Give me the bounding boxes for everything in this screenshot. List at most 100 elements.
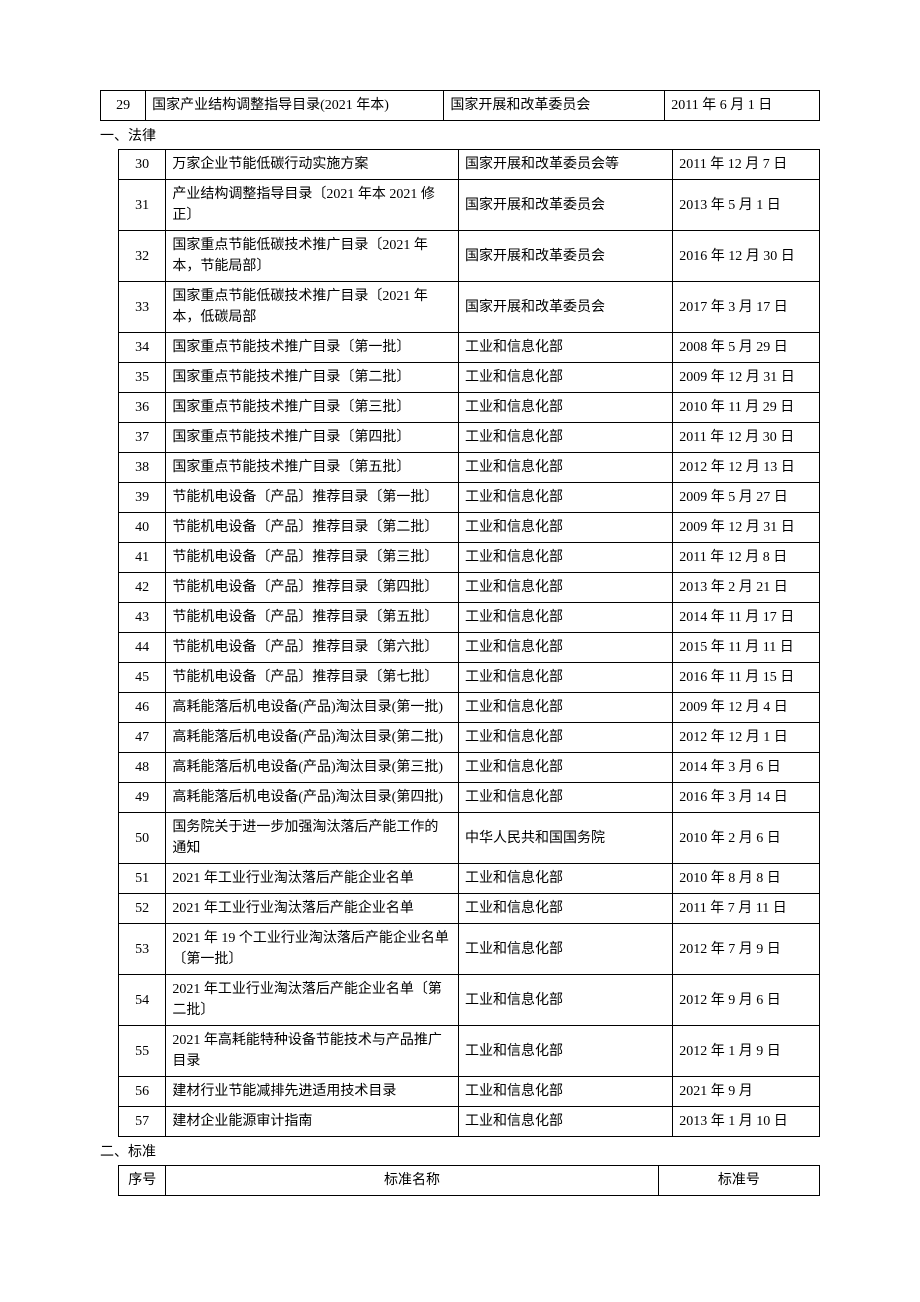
cell-date: 2012 年 9 月 6 日 bbox=[673, 975, 820, 1026]
cell-date: 2012 年 7 月 9 日 bbox=[673, 924, 820, 975]
cell-idx: 30 bbox=[119, 150, 166, 180]
cell-issuer: 工业和信息化部 bbox=[459, 975, 673, 1026]
table-row: 40节能机电设备〔产品〕推荐目录〔第二批〕工业和信息化部2009 年 12 月 … bbox=[119, 513, 820, 543]
cell-idx: 43 bbox=[119, 603, 166, 633]
table-row: 542021 年工业行业淘汰落后产能企业名单〔第二批〕工业和信息化部2012 年… bbox=[119, 975, 820, 1026]
cell-title: 建材行业节能减排先进适用技术目录 bbox=[166, 1077, 459, 1107]
cell-idx: 54 bbox=[119, 975, 166, 1026]
cell-title: 国家重点节能低碳技术推广目录〔2021 年本，节能局部〕 bbox=[166, 231, 459, 282]
table-row: 56建材行业节能减排先进适用技术目录工业和信息化部2021 年 9 月 bbox=[119, 1077, 820, 1107]
table-row: 32国家重点节能低碳技术推广目录〔2021 年本，节能局部〕国家开展和改革委员会… bbox=[119, 231, 820, 282]
cell-idx: 39 bbox=[119, 483, 166, 513]
section-a-title: 一、法律 bbox=[100, 121, 820, 149]
cell-date: 2016 年 3 月 14 日 bbox=[673, 783, 820, 813]
cell-idx: 47 bbox=[119, 723, 166, 753]
cell-idx: 50 bbox=[119, 813, 166, 864]
cell-issuer: 国家开展和改革委员会 bbox=[459, 282, 673, 333]
table-row: 50国务院关于进一步加强淘汰落后产能工作的通知中华人民共和国国务院2010 年 … bbox=[119, 813, 820, 864]
cell-date: 2009 年 12 月 31 日 bbox=[673, 513, 820, 543]
cell-issuer: 国家开展和改革委员会 bbox=[459, 231, 673, 282]
cell-date: 2016 年 11 月 15 日 bbox=[673, 663, 820, 693]
table-row: 57建材企业能源审计指南工业和信息化部2013 年 1 月 10 日 bbox=[119, 1107, 820, 1137]
cell-issuer: 工业和信息化部 bbox=[459, 864, 673, 894]
cell-title: 节能机电设备〔产品〕推荐目录〔第五批〕 bbox=[166, 603, 459, 633]
table-row: 48高耗能落后机电设备(产品)淘汰目录(第三批)工业和信息化部2014 年 3 … bbox=[119, 753, 820, 783]
cell-idx: 48 bbox=[119, 753, 166, 783]
cell-issuer: 中华人民共和国国务院 bbox=[459, 813, 673, 864]
cell-title: 国家重点节能技术推广目录〔第二批〕 bbox=[166, 363, 459, 393]
cell-issuer: 工业和信息化部 bbox=[459, 753, 673, 783]
table-row: 39节能机电设备〔产品〕推荐目录〔第一批〕工业和信息化部2009 年 5 月 2… bbox=[119, 483, 820, 513]
table-b-col-name: 标准名称 bbox=[166, 1166, 658, 1196]
cell-title: 高耗能落后机电设备(产品)淘汰目录(第一批) bbox=[166, 693, 459, 723]
cell-date: 2012 年 12 月 1 日 bbox=[673, 723, 820, 753]
cell-idx: 46 bbox=[119, 693, 166, 723]
cell-issuer: 工业和信息化部 bbox=[459, 363, 673, 393]
cell-idx: 52 bbox=[119, 894, 166, 924]
cell-idx: 44 bbox=[119, 633, 166, 663]
cell-date: 2010 年 2 月 6 日 bbox=[673, 813, 820, 864]
table-row: 42节能机电设备〔产品〕推荐目录〔第四批〕工业和信息化部2013 年 2 月 2… bbox=[119, 573, 820, 603]
cell-issuer: 工业和信息化部 bbox=[459, 723, 673, 753]
cell-title: 建材企业能源审计指南 bbox=[166, 1107, 459, 1137]
cell-date: 2013 年 1 月 10 日 bbox=[673, 1107, 820, 1137]
cell-date: 2009 年 12 月 4 日 bbox=[673, 693, 820, 723]
cell-issuer: 工业和信息化部 bbox=[459, 783, 673, 813]
cell-date: 2011 年 12 月 7 日 bbox=[673, 150, 820, 180]
cell-idx: 51 bbox=[119, 864, 166, 894]
cell-title: 国家重点节能技术推广目录〔第一批〕 bbox=[166, 333, 459, 363]
cell-title: 高耗能落后机电设备(产品)淘汰目录(第三批) bbox=[166, 753, 459, 783]
cell-date: 2016 年 12 月 30 日 bbox=[673, 231, 820, 282]
cell-issuer: 工业和信息化部 bbox=[459, 1107, 673, 1137]
cell-title: 国务院关于进一步加强淘汰落后产能工作的通知 bbox=[166, 813, 459, 864]
table-row: 29国家产业结构调整指导目录(2021 年本)国家开展和改革委员会2011 年 … bbox=[101, 91, 820, 121]
cell-title: 2021 年 19 个工业行业淘汰落后产能企业名单〔第一批〕 bbox=[166, 924, 459, 975]
cell-idx: 33 bbox=[119, 282, 166, 333]
cell-date: 2008 年 5 月 29 日 bbox=[673, 333, 820, 363]
cell-idx: 40 bbox=[119, 513, 166, 543]
cell-date: 2011 年 6 月 1 日 bbox=[665, 91, 820, 121]
cell-date: 2011 年 12 月 8 日 bbox=[673, 543, 820, 573]
cell-idx: 29 bbox=[101, 91, 146, 121]
table-row: 33国家重点节能低碳技术推广目录〔2021 年本，低碳局部国家开展和改革委员会2… bbox=[119, 282, 820, 333]
cell-date: 2010 年 11 月 29 日 bbox=[673, 393, 820, 423]
cell-issuer: 工业和信息化部 bbox=[459, 543, 673, 573]
cell-issuer: 工业和信息化部 bbox=[459, 603, 673, 633]
table-row: 44节能机电设备〔产品〕推荐目录〔第六批〕工业和信息化部2015 年 11 月 … bbox=[119, 633, 820, 663]
cell-title: 2021 年工业行业淘汰落后产能企业名单 bbox=[166, 864, 459, 894]
cell-title: 节能机电设备〔产品〕推荐目录〔第七批〕 bbox=[166, 663, 459, 693]
cell-title: 节能机电设备〔产品〕推荐目录〔第二批〕 bbox=[166, 513, 459, 543]
cell-idx: 57 bbox=[119, 1107, 166, 1137]
cell-idx: 37 bbox=[119, 423, 166, 453]
cell-issuer: 工业和信息化部 bbox=[459, 663, 673, 693]
cell-issuer: 国家开展和改革委员会等 bbox=[459, 150, 673, 180]
table-row: 522021 年工业行业淘汰落后产能企业名单工业和信息化部2011 年 7 月 … bbox=[119, 894, 820, 924]
cell-date: 2013 年 2 月 21 日 bbox=[673, 573, 820, 603]
cell-title: 节能机电设备〔产品〕推荐目录〔第三批〕 bbox=[166, 543, 459, 573]
cell-issuer: 工业和信息化部 bbox=[459, 453, 673, 483]
cell-idx: 55 bbox=[119, 1026, 166, 1077]
cell-date: 2017 年 3 月 17 日 bbox=[673, 282, 820, 333]
cell-date: 2012 年 1 月 9 日 bbox=[673, 1026, 820, 1077]
table-row: 512021 年工业行业淘汰落后产能企业名单工业和信息化部2010 年 8 月 … bbox=[119, 864, 820, 894]
cell-issuer: 工业和信息化部 bbox=[459, 894, 673, 924]
table-row: 43节能机电设备〔产品〕推荐目录〔第五批〕工业和信息化部2014 年 11 月 … bbox=[119, 603, 820, 633]
cell-idx: 42 bbox=[119, 573, 166, 603]
cell-idx: 34 bbox=[119, 333, 166, 363]
cell-issuer: 工业和信息化部 bbox=[459, 573, 673, 603]
table-row: 34国家重点节能技术推广目录〔第一批〕工业和信息化部2008 年 5 月 29 … bbox=[119, 333, 820, 363]
table-a-container: 30万家企业节能低碳行动实施方案国家开展和改革委员会等2011 年 12 月 7… bbox=[118, 149, 820, 1137]
cell-title: 2021 年高耗能特种设备节能技术与产品推广目录 bbox=[166, 1026, 459, 1077]
cell-issuer: 工业和信息化部 bbox=[459, 633, 673, 663]
cell-title: 2021 年工业行业淘汰落后产能企业名单 bbox=[166, 894, 459, 924]
table-a: 30万家企业节能低碳行动实施方案国家开展和改革委员会等2011 年 12 月 7… bbox=[118, 149, 820, 1137]
cell-title: 节能机电设备〔产品〕推荐目录〔第四批〕 bbox=[166, 573, 459, 603]
cell-title: 国家重点节能技术推广目录〔第四批〕 bbox=[166, 423, 459, 453]
cell-issuer: 工业和信息化部 bbox=[459, 513, 673, 543]
cell-date: 2015 年 11 月 11 日 bbox=[673, 633, 820, 663]
cell-title: 高耗能落后机电设备(产品)淘汰目录(第二批) bbox=[166, 723, 459, 753]
table-row: 47高耗能落后机电设备(产品)淘汰目录(第二批)工业和信息化部2012 年 12… bbox=[119, 723, 820, 753]
table-top: 29国家产业结构调整指导目录(2021 年本)国家开展和改革委员会2011 年 … bbox=[100, 90, 820, 121]
cell-issuer: 工业和信息化部 bbox=[459, 1026, 673, 1077]
cell-title: 国家重点节能技术推广目录〔第五批〕 bbox=[166, 453, 459, 483]
